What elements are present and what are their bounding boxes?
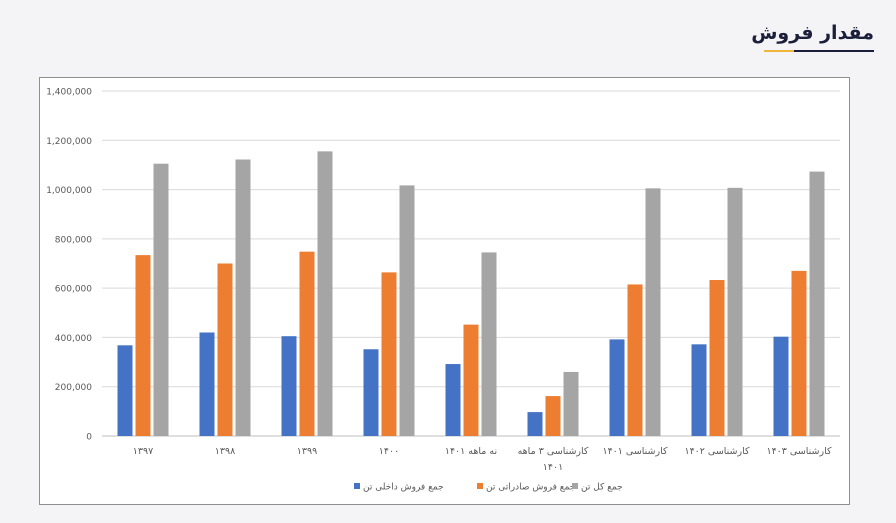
bars xyxy=(117,151,825,437)
bar xyxy=(645,188,661,436)
x-tick-label: ۱۴۰۱ xyxy=(543,462,563,473)
bar xyxy=(545,396,561,436)
bar xyxy=(609,339,625,436)
bar xyxy=(791,270,807,436)
x-tick-label: کارشناسی ۳ ماهه xyxy=(518,446,589,457)
title-underline-accent xyxy=(764,50,794,52)
legend: جمع فروش داخلی تن جمع فروش صادراتی تن جمع … xyxy=(354,483,623,493)
bar xyxy=(399,185,415,436)
bar xyxy=(773,336,789,436)
x-tick-label: کارشناسی ۱۴۰۱ xyxy=(602,446,668,457)
bar xyxy=(381,272,397,436)
bar xyxy=(527,412,543,436)
y-tick-label: 600,000 xyxy=(55,285,92,295)
legend-label: جمع کل تن xyxy=(581,483,623,493)
bar xyxy=(627,284,643,436)
bar xyxy=(281,336,297,436)
legend-label: جمع فروش داخلی تن xyxy=(363,483,444,493)
chart-frame: 0 200,000 400,000 600,000 800,000 1,000,000 1,… xyxy=(39,77,850,505)
bar xyxy=(135,255,151,436)
y-tick-label: 1,400,000 xyxy=(46,88,92,98)
bar xyxy=(709,280,725,436)
bar xyxy=(299,251,315,436)
bar xyxy=(445,364,461,436)
x-tick-label: نه ماهه ۱۴۰۱ xyxy=(445,446,497,457)
bar xyxy=(153,163,169,437)
x-tick-label: ۱۴۰۰ xyxy=(379,446,399,457)
bar xyxy=(727,187,743,436)
bar xyxy=(363,349,379,436)
section-title: مقدار فروش xyxy=(674,16,874,56)
legend-swatch xyxy=(572,483,578,489)
legend-swatch xyxy=(477,483,483,489)
x-tick-label: ۱۳۹۷ xyxy=(133,446,153,457)
sales-bar-chart: 0 200,000 400,000 600,000 800,000 1,000,000 1,… xyxy=(46,88,840,493)
page-title: مقدار فروش xyxy=(751,22,874,44)
bar xyxy=(691,344,707,436)
y-tick-label: 800,000 xyxy=(55,235,92,245)
bar xyxy=(317,151,333,436)
bar xyxy=(809,171,825,436)
y-tick-label: 1,200,000 xyxy=(46,137,92,147)
x-tick-label: ۱۳۹۸ xyxy=(215,446,235,457)
bar xyxy=(463,324,479,436)
legend-label: جمع فروش صادراتی تن xyxy=(486,483,575,493)
bar xyxy=(235,159,251,436)
bar xyxy=(217,263,233,436)
bar xyxy=(199,332,215,436)
y-tick-label: 0 xyxy=(86,433,92,443)
y-axis-ticks: 0 200,000 400,000 600,000 800,000 1,000,000 1,… xyxy=(46,88,92,443)
y-tick-label: 1,000,000 xyxy=(46,186,92,196)
bar xyxy=(563,371,579,436)
bar xyxy=(117,345,133,436)
bar xyxy=(481,252,497,436)
legend-swatch xyxy=(354,483,360,489)
title-underline xyxy=(764,50,874,52)
x-tick-label: ۱۳۹۹ xyxy=(297,446,317,457)
x-tick-label: کارشناسی ۱۴۰۳ xyxy=(766,446,832,457)
x-tick-label: کارشناسی ۱۴۰۲ xyxy=(684,446,750,457)
y-tick-label: 400,000 xyxy=(55,334,92,344)
x-axis-ticks: ۱۳۹۷ ۱۳۹۸ ۱۳۹۹ ۱۴۰۰ نه ماهه ۱۴۰۱ کارشناسی ۳ م… xyxy=(133,446,832,473)
y-tick-label: 200,000 xyxy=(55,383,92,393)
